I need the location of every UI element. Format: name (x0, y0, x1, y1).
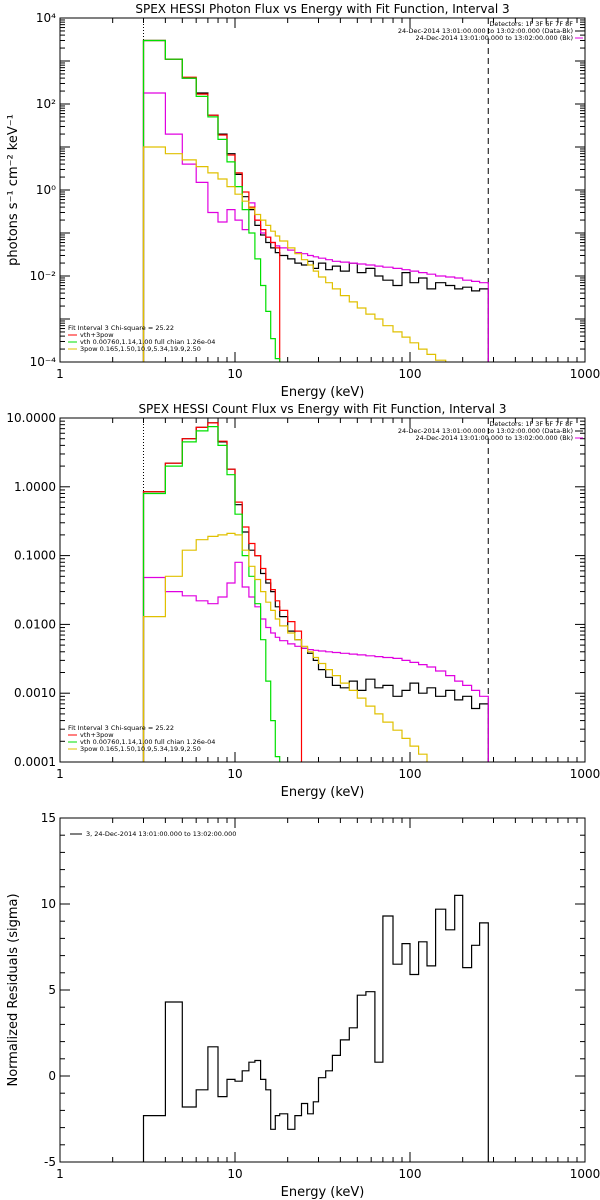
fit-legend-entry: vth+3pow (80, 731, 114, 739)
series-line-vth (142, 39, 281, 362)
series-line-vth (142, 426, 281, 762)
x-axis-label: Energy (keV) (281, 785, 365, 800)
y-axis-label: photons s⁻¹ cm⁻² keV⁻¹ (6, 114, 21, 266)
detector-info-text: 24-Dec-2014 13:01:00.000 to 13:02:00.000… (398, 27, 573, 35)
y-tick-label: 0.1000 (14, 549, 56, 563)
y-axis-label: Normalized Residuals (sigma) (6, 893, 21, 1086)
chart-panel-3: 1 10 100 1000 -5 0 5 10 15 Energy (keV) Normalized… (6, 811, 600, 1200)
y-tick-label: 10² (36, 97, 56, 111)
y-tick-label: 10⁻² (30, 269, 57, 283)
detector-info-text: Detectors: 1F 3F 6F 7F 8F (489, 20, 573, 28)
y-tick-label: 5 (48, 983, 56, 997)
fit-legend-entry: 3pow 0.165,1.50,10.9,5.34,19.9,2.50 (80, 745, 201, 753)
series-group (142, 422, 489, 762)
y-tick-label: 10⁻⁴ (30, 355, 57, 369)
series-line-3-24-dec-2014-13-01-00-000-to-13-02-00-000 (142, 894, 489, 1162)
series-line-vth-3pow (142, 39, 281, 362)
series-group (142, 39, 489, 362)
series-line-data-bk (142, 422, 489, 762)
y-tick-label: 10⁰ (36, 183, 56, 197)
detector-info-text: 24-Dec-2014 13:01:00.000 to 13:02:00.000… (416, 434, 574, 442)
x-tick-label: 1 (56, 1167, 64, 1181)
chart-title: SPEX HESSI Photon Flux vs Energy with Fi… (135, 2, 509, 16)
x-tick-label: 10 (227, 1167, 242, 1181)
series-group (142, 894, 489, 1162)
y-tick-label: 10.0000 (6, 411, 56, 425)
y-tick-label: 0 (48, 1069, 56, 1083)
y-tick-label: 0.0010 (14, 686, 56, 700)
x-axis-label: Energy (keV) (281, 1185, 365, 1200)
y-tick-label: 1.0000 (14, 480, 56, 494)
x-tick-label: 100 (399, 767, 422, 781)
fit-legend-title: Fit Interval 3 Chi-square = 25.22 (68, 324, 174, 332)
x-axis-label: Energy (keV) (281, 385, 365, 400)
series-line-3pow (142, 146, 447, 362)
plot-frame (59, 817, 586, 1163)
x-tick-label: 1 (56, 367, 64, 381)
x-tick-label: 100 (399, 1167, 422, 1181)
detector-info-text: 24-Dec-2014 13:01:00.000 to 13:02:00.000… (416, 34, 574, 42)
fit-legend-title: Fit Interval 3 Chi-square = 25.22 (68, 724, 174, 732)
detector-info-text: Detectors: 1F 3F 6F 7F 8F (489, 420, 573, 428)
y-tick-label: 15 (41, 811, 56, 825)
fit-legend-entry: 3pow 0.165,1.50,10.9,5.34,19.9,2.50 (80, 345, 201, 353)
series-line-3pow (142, 532, 428, 762)
series-line-bk (142, 92, 489, 362)
series-line-vth-3pow (142, 422, 303, 762)
y-tick-label: 0.0100 (14, 617, 56, 631)
x-tick-label: 1000 (570, 767, 600, 781)
chart-panel-2: SPEX HESSI Count Flux vs Energy with Fit… (6, 402, 600, 800)
x-tick-label: 1000 (570, 367, 600, 381)
detector-info-text: 24-Dec-2014 13:01:00.000 to 13:02:00.000… (398, 427, 573, 435)
plot-frame (59, 17, 586, 363)
x-tick-label: 10 (227, 767, 242, 781)
fit-legend-entry: vth+3pow (80, 331, 114, 339)
residual-legend-entry: 3, 24-Dec-2014 13:01:00.000 to 13:02:00.… (86, 830, 236, 838)
y-tick-label: 0.0001 (14, 755, 56, 769)
x-tick-label: 1000 (570, 1167, 600, 1181)
x-tick-label: 1 (56, 767, 64, 781)
y-tick-label: -5 (44, 1155, 56, 1169)
plot-frame (59, 417, 586, 763)
x-tick-label: 10 (227, 367, 242, 381)
series-line-bk (142, 561, 489, 762)
fit-legend-entry: vth 0.00760,1.14,1.00 full chian 1.26e-0… (80, 738, 215, 746)
y-tick-label: 10 (41, 897, 56, 911)
fit-legend-entry: vth 0.00760,1.14,1.00 full chian 1.26e-0… (80, 338, 215, 346)
chart-title: SPEX HESSI Count Flux vs Energy with Fit… (138, 402, 506, 416)
chart-panel-1: SPEX HESSI Photon Flux vs Energy with Fi… (6, 2, 600, 400)
series-line-data-bk (142, 39, 489, 362)
x-tick-label: 100 (399, 367, 422, 381)
y-tick-label: 10⁴ (36, 11, 56, 25)
